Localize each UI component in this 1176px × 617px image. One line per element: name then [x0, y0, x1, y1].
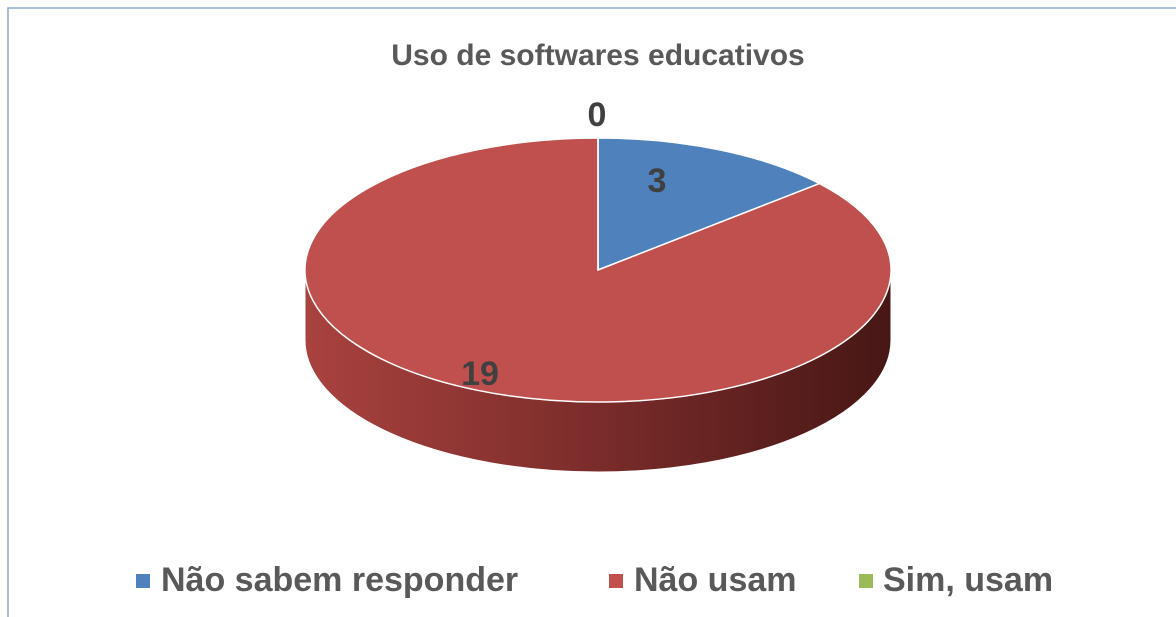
legend-marker: [609, 574, 623, 588]
chart-frame: [7, 7, 1176, 617]
data-label: 3: [648, 162, 667, 200]
data-label: 19: [461, 355, 499, 393]
legend-marker: [859, 574, 873, 588]
legend-marker: [136, 574, 150, 588]
legend-label: Sim, usam: [883, 561, 1053, 599]
chart-title: Uso de softwares educativos: [391, 39, 804, 72]
pie-slice: [597, 137, 822, 272]
legend-label: Não sabem responder: [161, 561, 518, 599]
data-label: 0: [588, 96, 607, 134]
legend-label: Não usam: [634, 561, 797, 599]
